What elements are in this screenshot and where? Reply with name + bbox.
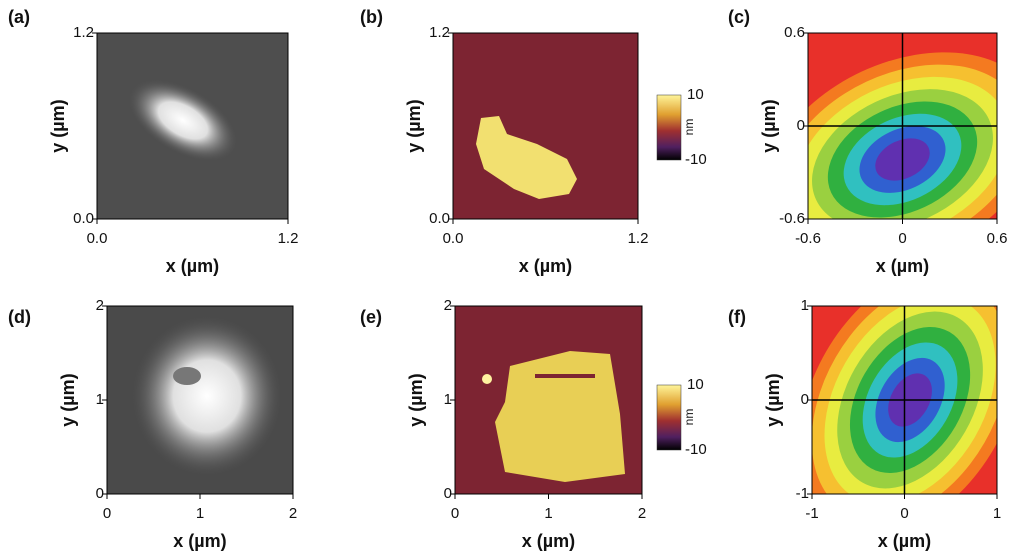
x-tick-label: 0.6 xyxy=(987,230,1008,247)
x-tick-label: 1 xyxy=(993,505,1001,522)
x-axis-label: x (µm) xyxy=(166,256,219,276)
x-tick-label: 2 xyxy=(638,505,646,522)
colorbar xyxy=(657,95,681,160)
panel: (c) -0.6 0 0.6 -0.6 0 0.6 x (µm) y (µm) xyxy=(728,7,1013,309)
x-tick-label: 0 xyxy=(898,230,906,247)
x-axis-label: x (µm) xyxy=(519,256,572,276)
y-axis-label: y (µm) xyxy=(763,373,783,426)
image xyxy=(730,10,1013,308)
x-tick-label: 0 xyxy=(900,505,908,522)
image xyxy=(453,33,638,219)
hole xyxy=(173,367,201,385)
y-tick-label: 1 xyxy=(444,391,452,408)
image xyxy=(455,306,642,494)
y-tick-label: 1.2 xyxy=(429,24,450,41)
y-tick-label: 0 xyxy=(801,391,809,408)
band xyxy=(535,374,595,378)
y-tick-label: 0 xyxy=(444,485,452,502)
y-axis-label: y (µm) xyxy=(759,99,779,152)
y-tick-label: 1.2 xyxy=(73,24,94,41)
y-tick-label: -1 xyxy=(796,485,809,502)
y-axis-label: y (µm) xyxy=(404,99,424,152)
colorbar-unit: nm xyxy=(682,409,696,426)
y-tick-label: 0 xyxy=(797,117,805,134)
y-tick-label: -0.6 xyxy=(779,210,805,227)
flake xyxy=(495,351,625,482)
panel: (a) 0.0 1.2 0.0 1.2 x (µm) y (µm) xyxy=(8,7,298,276)
panel: (d) 0 1 2 0 1 2 x (µm) y (µm) xyxy=(8,297,297,551)
x-tick-label: 0.0 xyxy=(87,230,108,247)
panel-label: (c) xyxy=(728,7,750,27)
x-axis-label: x (µm) xyxy=(522,531,575,551)
y-tick-label: 2 xyxy=(444,297,452,314)
x-tick-label: -0.6 xyxy=(795,230,821,247)
y-axis-label: y (µm) xyxy=(48,99,68,152)
y-axis-label: y (µm) xyxy=(406,373,426,426)
y-tick-label: 0.0 xyxy=(73,210,94,227)
panel-label: (b) xyxy=(360,7,383,27)
y-tick-label: 0.6 xyxy=(784,24,805,41)
panel-label: (a) xyxy=(8,7,30,27)
y-tick-label: 0 xyxy=(96,485,104,502)
x-axis-label: x (µm) xyxy=(878,531,931,551)
panel: (e) 0 1 2 0 1 2 x (µm) y (µm) 10 -10 nm xyxy=(360,297,707,551)
y-tick-label: 1 xyxy=(96,391,104,408)
x-tick-label: 0 xyxy=(103,505,111,522)
panel-label: (f) xyxy=(728,307,746,327)
x-axis-label: x (µm) xyxy=(173,531,226,551)
figure: (a) 0.0 1.2 0.0 1.2 x (µm) y (µm) (b) 0.0 1.2 0.0 1… xyxy=(0,0,1013,554)
y-tick-label: 1 xyxy=(801,297,809,314)
panel: (f) -1 0 1 -1 0 1 x (µm) y (µm) xyxy=(728,226,1013,554)
colorbar-max: 10 xyxy=(687,376,704,393)
y-axis-label: y (µm) xyxy=(58,373,78,426)
x-tick-label: 1.2 xyxy=(278,230,299,247)
y-tick-label: 2 xyxy=(96,297,104,314)
x-tick-label: 2 xyxy=(289,505,297,522)
x-tick-label: 1.2 xyxy=(628,230,649,247)
x-tick-label: 0.0 xyxy=(443,230,464,247)
x-tick-label: -1 xyxy=(805,505,818,522)
colorbar-min: -10 xyxy=(685,151,707,168)
dot xyxy=(482,374,492,384)
colorbar-max: 10 xyxy=(687,86,704,103)
colorbar-min: -10 xyxy=(685,441,707,458)
panel-label: (d) xyxy=(8,307,31,327)
panel-label: (e) xyxy=(360,307,382,327)
colorbar-unit: nm xyxy=(682,119,696,136)
x-tick-label: 1 xyxy=(544,505,552,522)
x-tick-label: 1 xyxy=(196,505,204,522)
x-axis-label: x (µm) xyxy=(876,256,929,276)
image xyxy=(107,306,293,494)
image xyxy=(97,33,288,219)
x-tick-label: 0 xyxy=(451,505,459,522)
spot xyxy=(132,316,282,476)
colorbar xyxy=(657,385,681,450)
panel: (b) 0.0 1.2 0.0 1.2 x (µm) y (µm) 10 -10 nm xyxy=(360,7,707,276)
y-tick-label: 0.0 xyxy=(429,210,450,227)
